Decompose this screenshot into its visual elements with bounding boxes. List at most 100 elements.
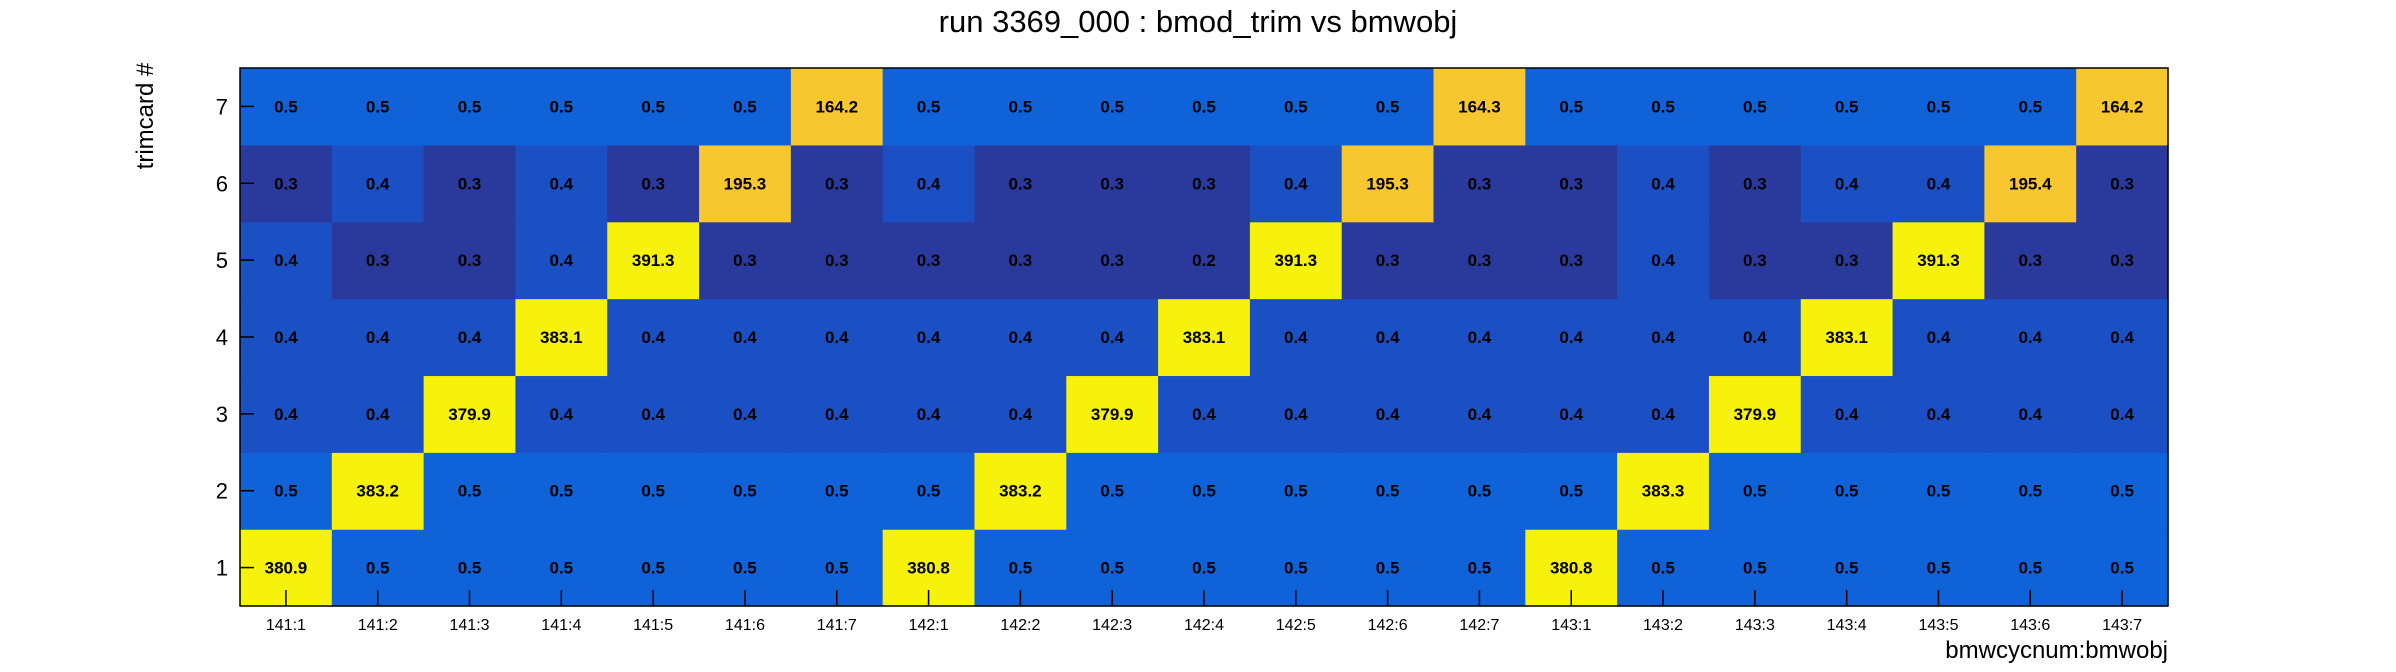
cell-value-label: 0.5 xyxy=(1376,482,1400,501)
cell-value-label: 0.4 xyxy=(1651,251,1675,270)
x-tick-label: 142:6 xyxy=(1368,617,1408,634)
cell-value-label: 0.4 xyxy=(1376,405,1400,424)
cell-value-label: 164.2 xyxy=(2101,97,2144,116)
heatmap-cell xyxy=(1158,452,1251,530)
heatmap-cell xyxy=(423,221,517,300)
heatmap-cell xyxy=(1249,298,1343,377)
cell-value-label: 0.5 xyxy=(1743,482,1767,501)
heatmap-cell xyxy=(1525,375,1618,453)
heatmap-cell xyxy=(1433,298,1526,377)
cell-value-label: 0.3 xyxy=(1376,251,1400,270)
heatmap-cell xyxy=(2076,452,2169,530)
cell-value-label: 0.3 xyxy=(641,174,665,193)
y-tick-label: 3 xyxy=(216,402,228,427)
cell-value-label: 0.4 xyxy=(825,328,849,347)
cell-value-label: 0.4 xyxy=(274,328,298,347)
cell-value-label: 0.5 xyxy=(641,97,665,116)
cell-value-label: 0.4 xyxy=(917,174,941,193)
heatmap-cell xyxy=(1433,452,1526,530)
cell-value-label: 0.4 xyxy=(1651,405,1675,424)
x-tick-label: 142:3 xyxy=(1092,617,1132,634)
x-tick-label: 143:7 xyxy=(2102,617,2142,634)
heatmap-cell xyxy=(515,375,608,453)
y-axis-ticks: 1 2 3 4 5 6 7 xyxy=(216,94,254,581)
heatmap-cell xyxy=(240,452,333,530)
cell-value-label: 0.4 xyxy=(1651,328,1675,347)
heatmap-cell xyxy=(699,68,792,146)
heatmap-cell xyxy=(1525,452,1618,530)
cell-value-label: 0.5 xyxy=(2110,559,2134,578)
cell-value-label: 0.4 xyxy=(274,251,298,270)
y-tick-label: 7 xyxy=(216,94,228,119)
cell-value-label: 0.5 xyxy=(917,97,941,116)
heatmap-cell xyxy=(1892,68,1985,146)
heatmap-cell xyxy=(1525,221,1618,300)
heatmap-cell xyxy=(974,221,1067,300)
cell-value-label: 0.3 xyxy=(825,174,849,193)
heatmap-cell xyxy=(1433,221,1526,300)
heatmap-cell xyxy=(1525,298,1618,377)
heatmap-cell xyxy=(331,298,425,377)
cell-value-label: 0.4 xyxy=(1651,174,1675,193)
heatmap-cell xyxy=(607,298,700,377)
cell-value-label: 0.5 xyxy=(641,482,665,501)
x-tick-label: 143:5 xyxy=(1918,617,1958,634)
cell-value-label: 0.5 xyxy=(1927,559,1951,578)
heatmap-cell xyxy=(331,68,425,146)
heatmap-cell xyxy=(1708,144,1802,223)
cell-value-label: 0.4 xyxy=(1743,328,1767,347)
cell-value-label: 0.5 xyxy=(2018,559,2042,578)
cell-value-label: 0.5 xyxy=(1927,482,1951,501)
cell-value-label: 380.9 xyxy=(265,559,308,578)
heatmap-cell xyxy=(1800,452,1894,530)
heatmap-cell xyxy=(515,68,608,146)
heatmap-cell xyxy=(1984,298,2077,377)
cell-value-label: 0.5 xyxy=(733,482,757,501)
heatmap-cell xyxy=(607,68,700,146)
heatmap-cell xyxy=(1525,144,1618,223)
heatmap-cell xyxy=(974,298,1067,377)
cell-value-label: 0.5 xyxy=(2018,482,2042,501)
heatmap-cell xyxy=(331,221,425,300)
heatmap-cell xyxy=(1892,452,1985,530)
cell-value-label: 0.4 xyxy=(733,405,757,424)
x-tick-label: 141:4 xyxy=(541,617,581,634)
heatmap-cell xyxy=(2076,375,2169,453)
cell-value-label: 0.5 xyxy=(458,97,482,116)
heatmap-cell xyxy=(1066,144,1159,223)
cell-value-label: 0.3 xyxy=(1100,251,1124,270)
cell-value-label: 0.5 xyxy=(1743,97,1767,116)
cell-value-label: 0.5 xyxy=(274,97,298,116)
cell-value-label: 0.5 xyxy=(1927,97,1951,116)
cell-value-label: 0.4 xyxy=(641,328,665,347)
cell-value-label: 0.3 xyxy=(825,251,849,270)
cell-value-label: 0.4 xyxy=(1284,174,1308,193)
heatmap-cell xyxy=(1708,375,1802,453)
cell-value-label: 0.5 xyxy=(458,559,482,578)
cell-value-label: 0.4 xyxy=(2018,405,2042,424)
cell-value-label: 0.5 xyxy=(1468,559,1492,578)
cell-value-label: 0.3 xyxy=(1835,251,1859,270)
cell-value-label: 0.4 xyxy=(550,405,574,424)
x-tick-label: 143:2 xyxy=(1643,617,1683,634)
cell-value-label: 0.4 xyxy=(641,405,665,424)
heatmap-cell xyxy=(1341,375,1435,453)
heatmap-cell xyxy=(882,298,976,377)
heatmap-cell xyxy=(1892,221,1985,300)
cell-value-label: 0.4 xyxy=(733,328,757,347)
heatmap-cell xyxy=(699,375,792,453)
y-tick-label: 5 xyxy=(216,248,228,273)
cell-value-label: 0.5 xyxy=(1376,97,1400,116)
heatmap-cell xyxy=(331,452,425,530)
cell-value-label: 0.4 xyxy=(550,251,574,270)
x-tick-label: 142:5 xyxy=(1276,617,1316,634)
cell-value-label: 0.4 xyxy=(458,328,482,347)
x-axis-label: bmwcycnum:bmwobj xyxy=(1945,637,2168,664)
heatmap-cell xyxy=(607,221,700,300)
heatmap-cell xyxy=(790,68,884,146)
cell-value-label: 0.5 xyxy=(1376,559,1400,578)
cell-value-label: 0.5 xyxy=(1100,559,1124,578)
heatmap-cell xyxy=(1433,68,1526,146)
cell-value-label: 0.5 xyxy=(1009,97,1033,116)
